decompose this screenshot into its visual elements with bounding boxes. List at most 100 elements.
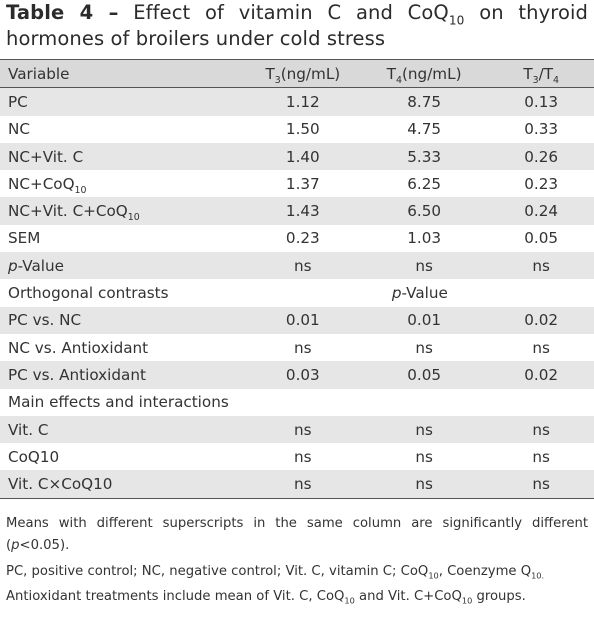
row-label: PC vs. Antioxidant [8,365,146,384]
table-row-nc-vitc: NC+Vit. C 1.40 5.33 0.26 [0,142,594,171]
row-label: NC+Vit. C [8,147,84,166]
cell-t4: ns [415,475,433,494]
footnote-2-sub-end: 10. [531,570,545,581]
cell-t3: 1.12 [285,92,320,111]
table-row-vitc: Vit. C ns ns ns [0,415,594,444]
table-row-nc-coq10: NC+CoQ10 1.37 6.25 0.23 [0,170,594,198]
row-label: NC [8,120,30,139]
footnote-3-text-end: groups. [472,589,526,604]
footnote-3-sub: 10 [344,595,355,606]
table-number: Table 4 – [6,1,119,24]
cell-t3: 0.01 [285,311,320,330]
table-row-vitc-x-coq10: Vit. C×CoQ10 ns ns ns [0,470,594,499]
row-label-sub: 10 [74,185,87,197]
row-label-sub: 10 [127,212,140,224]
cell-t3: 1.40 [285,147,320,166]
footnote-2-sub: 10 [428,570,439,581]
header-t3-unit: (ng/mL) [280,64,341,83]
cell-t3: 1.37 [285,174,320,193]
header-ratio-a: T [523,64,533,83]
cell-t4: 4.75 [407,120,442,139]
cell-t4: 1.03 [407,229,442,248]
cell-ratio: ns [532,475,550,494]
table-row-pc-vs-antioxidant: PC vs. Antioxidant 0.03 0.05 0.02 [0,361,594,389]
cell-ratio: ns [532,447,550,466]
row-label: Vit. C×CoQ10 [8,475,113,494]
table-row-nc-vitc-coq10: NC+Vit. C+CoQ10 1.43 6.50 0.24 [0,197,594,225]
header-t3: T3(ng/mL) [238,60,360,88]
cell-ratio: 0.02 [524,311,559,330]
cell-t4: 6.25 [407,174,442,193]
row-label: p-Value [0,252,238,279]
table-row-pc: PC 1.12 8.75 0.13 [0,87,594,116]
header-t3-base: T [265,64,275,83]
cell-t4: ns [415,420,433,439]
cell-t3: 1.43 [285,202,320,221]
table-row-nc: NC 1.50 4.75 0.33 [0,115,594,143]
row-label-text: NC+Vit. C+CoQ [8,202,128,221]
row-label: PC vs. NC [8,311,82,330]
cell-t3: ns [294,338,312,357]
cell-t3: ns [294,256,312,275]
cell-ratio: 0.05 [524,229,559,248]
orthogonal-heading-row: Orthogonal contrasts p-Value [0,279,594,307]
cell-t4: 0.01 [407,311,442,330]
cell-t3: ns [294,475,312,494]
header-row: Variable T3(ng/mL) T4(ng/mL) T3/T4 [0,59,594,88]
row-label: NC+Vit. C+CoQ10 [0,197,238,224]
header-t3-t4-ratio: T3/T4 [480,60,594,88]
main-effects-heading-row: Main effects and interactions [0,388,594,416]
footnote-abbreviations: PC, positive control; NC, negative contr… [6,561,588,583]
footnote-1-text: Means with different superscripts in the… [6,516,588,553]
footnote-3-text-mid: and Vit. C+CoQ [354,589,462,604]
cell-t3: ns [294,420,312,439]
title-text-b: on thyroid hormones of broilers under co… [6,1,588,50]
cell-t3: 0.23 [285,229,320,248]
header-t4-unit: (ng/mL) [402,64,462,83]
header-t4: T4(ng/mL) [360,60,480,88]
row-label-text: NC+CoQ [8,174,75,193]
title-text-a: Effect of vitamin C and CoQ [133,1,449,24]
table-row-sem: SEM 0.23 1.03 0.05 [0,224,594,253]
header-t4-sub: 4 [396,74,402,86]
cell-t3: 0.03 [285,365,320,384]
cell-t4: ns [415,338,433,357]
header-variable: Variable [8,64,70,83]
table-row-coq10: CoQ10 ns ns ns [0,443,594,471]
footnote-1-italic: p [11,538,20,553]
footnote-1-text-end: <0.05). [19,538,70,553]
row-label: NC+CoQ10 [0,170,238,197]
row-label: CoQ10 [8,447,60,466]
header-ratio-a-sub: 3 [532,74,539,86]
header-ratio-b-sub: 4 [553,74,559,86]
cell-ratio: 0.23 [524,174,559,193]
footnote-significance: Means with different superscripts in the… [6,513,588,557]
p-value-text: -Value [401,284,448,303]
row-label-text: -Value [17,256,64,275]
cell-ratio: 0.26 [524,147,559,166]
table-row-nc-vs-antioxidant: NC vs. Antioxidant ns ns ns [0,333,594,362]
cell-t3: ns [294,447,312,466]
title-subscript: 10 [448,13,465,28]
footnote-2-text: PC, positive control; NC, negative contr… [6,564,429,579]
cell-t3: 1.50 [285,120,320,139]
cell-t4: 8.75 [407,92,442,111]
cell-ratio: ns [532,420,550,439]
footnote-2-text-mid: , Coenzyme Q [438,564,532,579]
row-label: SEM [8,229,41,248]
cell-t4: 5.33 [407,147,442,166]
row-label: NC vs. Antioxidant [8,338,149,357]
orthogonal-heading: Orthogonal contrasts [8,284,169,303]
cell-t4: ns [415,256,433,275]
header-ratio-sep: /T [538,64,553,83]
table-title: Table 4 – Effect of vitamin C and CoQ10 … [6,0,588,52]
footnote-3-sub-2: 10 [461,595,473,606]
row-label-italic: p [8,256,18,275]
row-label: PC [8,92,28,111]
thyroid-hormones-table: Variable T3(ng/mL) T4(ng/mL) T3/T4 PC 1.… [0,59,594,499]
header-t3-sub: 3 [274,74,281,86]
cell-ratio: ns [532,256,550,275]
row-label: Vit. C [8,420,49,439]
main-effects-heading: Main effects and interactions [8,393,229,412]
